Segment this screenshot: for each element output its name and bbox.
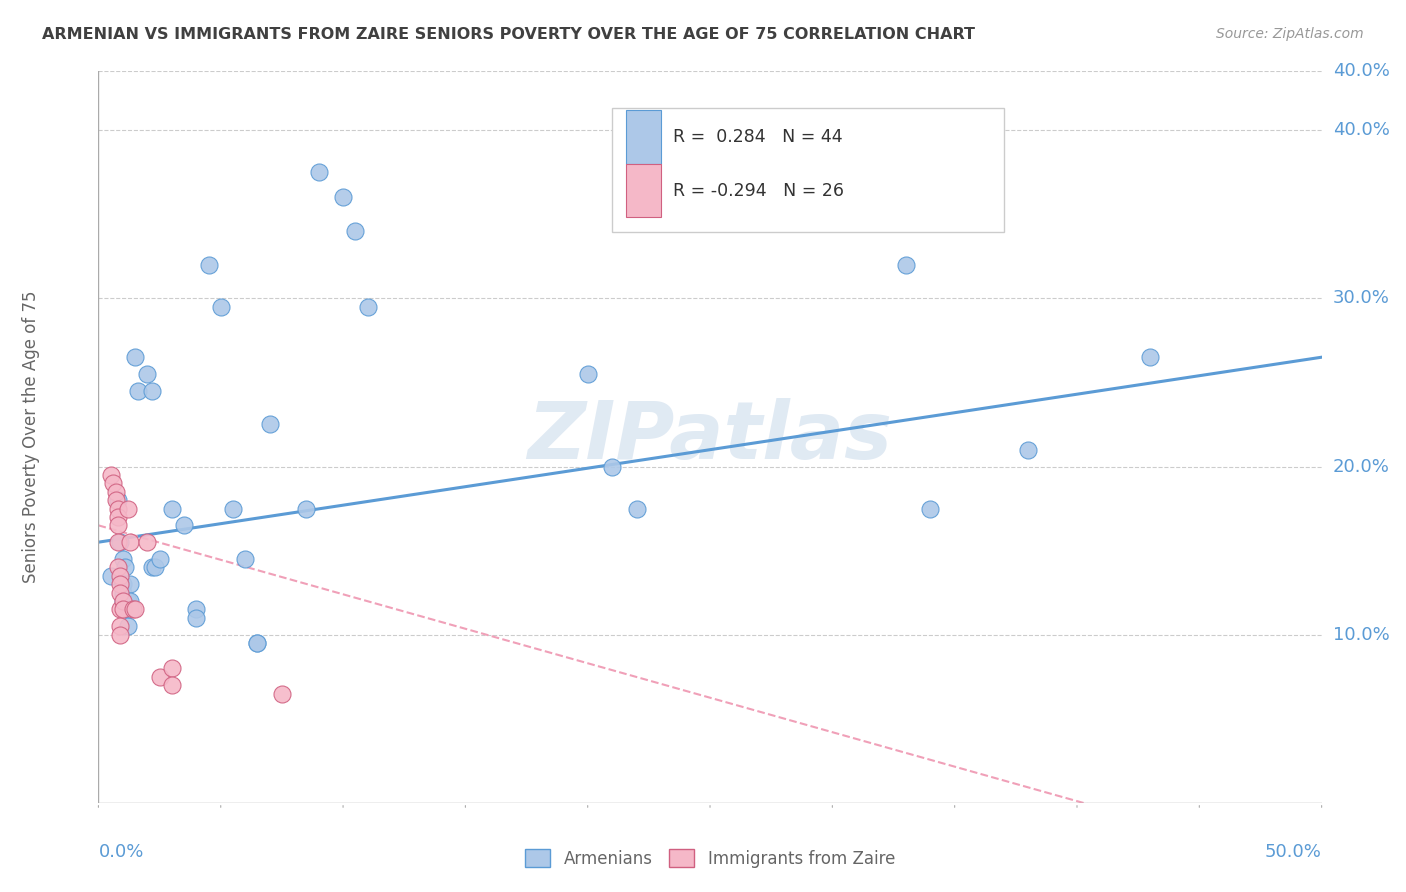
Point (209, 300, 232, 314)
Text: Seniors Poverty Over the Age of 75: Seniors Poverty Over the Age of 75 (22, 291, 41, 583)
Point (111, 577, 134, 591)
Point (120, 535, 142, 549)
Point (143, 560, 166, 574)
Point (259, 417, 281, 432)
Point (270, 686, 294, 700)
Point (117, 602, 139, 616)
Point (1017, 442, 1039, 457)
Point (149, 552, 172, 566)
Point (114, 560, 136, 574)
Text: Source: ZipAtlas.com: Source: ZipAtlas.com (1216, 27, 1364, 41)
Point (110, 535, 132, 549)
Point (107, 535, 129, 549)
Point (894, 258, 917, 272)
Text: 40.0%: 40.0% (1333, 62, 1389, 80)
Point (246, 636, 269, 650)
Point (100, 467, 122, 482)
Text: ARMENIAN VS IMMIGRANTS FROM ZAIRE SENIORS POVERTY OVER THE AGE OF 75 CORRELATION: ARMENIAN VS IMMIGRANTS FROM ZAIRE SENIOR… (42, 27, 976, 42)
Point (100, 569, 122, 583)
Point (246, 636, 269, 650)
Text: 20.0%: 20.0% (1333, 458, 1389, 475)
Point (344, 224, 367, 238)
Point (127, 384, 149, 398)
Point (222, 501, 245, 516)
Point (110, 627, 132, 641)
Point (124, 350, 146, 364)
Text: 30.0%: 30.0% (1333, 289, 1389, 308)
Point (356, 300, 378, 314)
Point (117, 501, 139, 516)
Point (626, 501, 648, 516)
Text: 50.0%: 50.0% (1265, 843, 1322, 861)
Point (149, 670, 172, 684)
Text: ZIPatlas: ZIPatlas (527, 398, 893, 476)
Point (233, 552, 256, 566)
Point (308, 165, 330, 179)
Text: R = -0.294   N = 26: R = -0.294 N = 26 (672, 182, 844, 200)
Point (1139, 350, 1161, 364)
Point (110, 585, 132, 599)
Point (141, 560, 163, 574)
Point (107, 518, 129, 533)
Point (104, 493, 127, 508)
Text: 40.0%: 40.0% (1333, 121, 1389, 139)
Point (107, 493, 129, 508)
Point (120, 594, 142, 608)
Point (107, 501, 129, 516)
Point (576, 367, 599, 381)
Point (107, 510, 129, 524)
Point (107, 560, 129, 574)
Point (111, 552, 134, 566)
Point (124, 602, 146, 616)
Point (104, 484, 127, 499)
Point (600, 459, 623, 474)
Point (111, 585, 134, 599)
Point (920, 501, 942, 516)
Point (117, 594, 139, 608)
Legend: Armenians, Immigrants from Zaire: Armenians, Immigrants from Zaire (526, 849, 894, 868)
Point (110, 619, 132, 633)
Point (160, 678, 183, 692)
Point (110, 602, 132, 616)
Point (110, 577, 132, 591)
Point (295, 501, 318, 516)
Point (120, 577, 142, 591)
Point (136, 535, 159, 549)
Point (117, 619, 139, 633)
Point (111, 594, 134, 608)
Point (186, 611, 208, 625)
Point (110, 569, 132, 583)
Point (332, 190, 354, 204)
Point (160, 661, 183, 675)
Point (121, 602, 143, 616)
Point (101, 476, 124, 491)
Point (173, 518, 195, 533)
Text: 0.0%: 0.0% (98, 843, 143, 861)
Point (120, 602, 142, 616)
Point (186, 602, 208, 616)
Point (111, 602, 134, 616)
Point (111, 594, 134, 608)
Point (141, 384, 163, 398)
Text: R =  0.284   N = 44: R = 0.284 N = 44 (672, 128, 842, 146)
Point (197, 258, 219, 272)
Text: 10.0%: 10.0% (1333, 625, 1389, 644)
Point (136, 367, 159, 381)
Point (160, 501, 183, 516)
